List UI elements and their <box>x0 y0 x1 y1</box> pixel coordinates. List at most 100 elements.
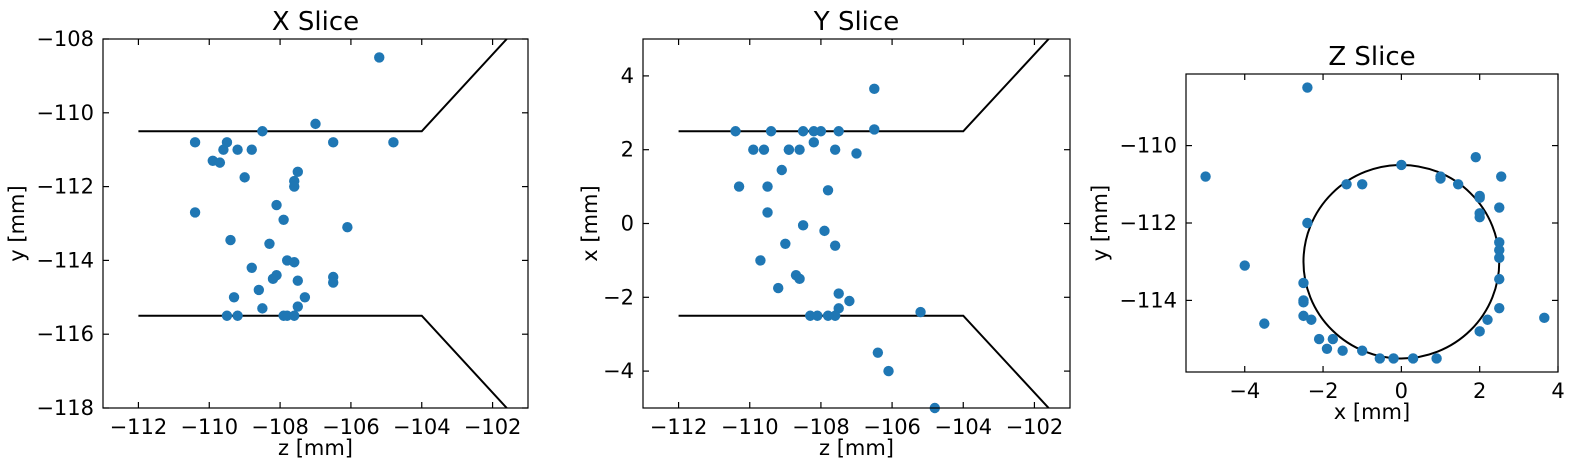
y-slice-data-point <box>762 207 773 218</box>
y-slice-plot-area <box>678 39 1050 414</box>
y-slice-x-tick-label: −108 <box>792 415 850 439</box>
z-slice-data-point <box>1482 314 1493 325</box>
x-slice-data-point <box>292 166 303 178</box>
x-slice-data-point <box>232 144 243 155</box>
y-slice-data-point <box>794 273 805 285</box>
x-slice-y-tick-label: −118 <box>36 396 94 420</box>
y-slice-data-point <box>797 220 809 231</box>
y-slice-clipped-content <box>678 39 1050 408</box>
y-slice-y-tick-label: −4 <box>603 359 634 383</box>
x-slice-ticks: −112 −110 −108 −106 −104 −102 −118 −116 −114 −112… <box>36 27 528 439</box>
y-slice-xlabel: z [mm] <box>819 436 894 460</box>
z-slice-data-point <box>1302 217 1313 229</box>
z-slice-data-point <box>1327 333 1339 345</box>
z-slice-data-point <box>1298 277 1309 289</box>
y-slice-data-point <box>872 347 884 358</box>
y-slice-data-point <box>765 126 777 137</box>
y-slice-data-point <box>748 144 759 155</box>
z-slice-data-point <box>1321 343 1333 354</box>
x-slice-data-point <box>228 292 240 303</box>
y-slice-data-point <box>755 255 766 266</box>
x-slice-data-point <box>267 273 279 285</box>
x-slice-y-tick-label: −116 <box>36 322 94 346</box>
y-slice-data-point <box>844 295 855 307</box>
x-slice-data-point <box>257 303 268 314</box>
y-slice-y-tick-label: 4 <box>621 64 634 88</box>
z-slice-data-point <box>1474 192 1485 204</box>
y-slice-y-tick-label: −2 <box>603 285 634 309</box>
x-slice-data-point <box>239 172 250 183</box>
x-slice-plot-area <box>138 39 508 408</box>
x-slice-y-tick-label: −114 <box>36 248 94 272</box>
z-slice-plot-area <box>1200 82 1550 364</box>
y-slice-data-point <box>819 225 830 237</box>
y-slice-data-point <box>883 365 894 377</box>
y-slice-data-point <box>815 126 827 137</box>
y-slice-boundary-line-upper <box>678 39 1050 133</box>
x-slice-data-point <box>225 234 236 246</box>
x-slice-title: X Slice <box>272 7 359 37</box>
x-slice-data-point <box>310 118 321 130</box>
x-slice-data-point <box>214 157 226 168</box>
y-slice-x-tick-label: −104 <box>934 415 992 439</box>
x-slice-data-point <box>189 207 201 218</box>
x-slice-data-point <box>221 137 233 148</box>
z-slice-x-tick-label: 4 <box>1551 379 1564 403</box>
x-slice-data-point <box>232 310 243 321</box>
x-slice-x-tick-label: −104 <box>393 415 451 439</box>
y-slice-x-tick-label: −110 <box>721 415 779 439</box>
y-slice-data-point <box>822 185 834 196</box>
y-slice-data-point <box>829 240 841 251</box>
y-slice-data-point <box>783 144 795 155</box>
x-slice-data-point <box>292 275 303 286</box>
z-slice-data-point <box>1388 353 1399 364</box>
z-slice-data-point <box>1341 179 1352 190</box>
x-slice-data-point <box>292 301 303 312</box>
z-slice-data-point <box>1494 273 1505 285</box>
z-slice-data-point <box>1259 318 1270 329</box>
y-slice-ylabel: x [mm] <box>578 185 602 261</box>
z-slice-xlabel: x [mm] <box>1334 400 1410 424</box>
x-slice-data-point <box>299 292 311 303</box>
z-slice-x-tick-label: −4 <box>1229 379 1260 403</box>
z-slice-data-point <box>1452 179 1464 190</box>
z-slice-data-point <box>1306 314 1317 325</box>
z-slice-data-point <box>1470 152 1481 163</box>
z-slice-data-point <box>1494 252 1505 264</box>
z-slice-panel: Z Slice x [mm] y [mm] −4 −2 0 2 4 −114 −112 −11… <box>1088 42 1565 424</box>
y-slice-data-point <box>829 310 841 321</box>
y-slice-data-point <box>812 310 823 321</box>
z-slice-data-point <box>1494 237 1505 248</box>
x-slice-xlabel: z [mm] <box>278 436 353 460</box>
z-slice-data-point <box>1539 312 1550 324</box>
z-slice-y-tick-label: −114 <box>1119 288 1177 312</box>
x-slice-clipped-content <box>138 39 508 408</box>
y-slice-ticks: −112 −110 −108 −106 −104 −102 −4 −2 0 2 4 <box>603 39 1070 439</box>
y-slice-data-point <box>794 144 805 155</box>
y-slice-data-point <box>762 181 773 192</box>
z-slice-data-point <box>1302 82 1313 93</box>
x-slice-x-tick-label: −106 <box>322 415 380 439</box>
z-slice-data-point <box>1494 302 1505 314</box>
z-slice-ticks: −4 −2 0 2 4 −114 −112 −110 <box>1119 74 1565 403</box>
y-slice-data-point <box>808 137 819 148</box>
x-slice-data-point <box>189 137 201 148</box>
y-slice-panel: Y Slice z [mm] x [mm] −112 −110 −108 −106 −1… <box>578 7 1071 460</box>
z-slice-data-point <box>1200 171 1211 182</box>
x-slice-x-tick-label: −108 <box>251 415 309 439</box>
x-slice-y-tick-label: −112 <box>36 175 94 199</box>
z-slice-x-tick-label: 2 <box>1473 379 1486 403</box>
z-slice-data-point <box>1494 202 1505 213</box>
x-slice-data-point <box>289 181 300 192</box>
y-slice-data-point <box>851 148 862 159</box>
y-slice-data-point <box>776 164 787 176</box>
y-slice-data-point <box>808 126 819 137</box>
y-slice-data-point <box>773 282 784 294</box>
z-slice-data-point <box>1474 326 1485 337</box>
z-slice-data-point <box>1337 345 1348 356</box>
z-slice-axes-frame <box>1185 73 1559 373</box>
z-slice-boundary-circle <box>1302 163 1501 360</box>
x-slice-y-tick-label: −110 <box>36 101 94 125</box>
x-slice-axes-frame <box>102 38 529 409</box>
